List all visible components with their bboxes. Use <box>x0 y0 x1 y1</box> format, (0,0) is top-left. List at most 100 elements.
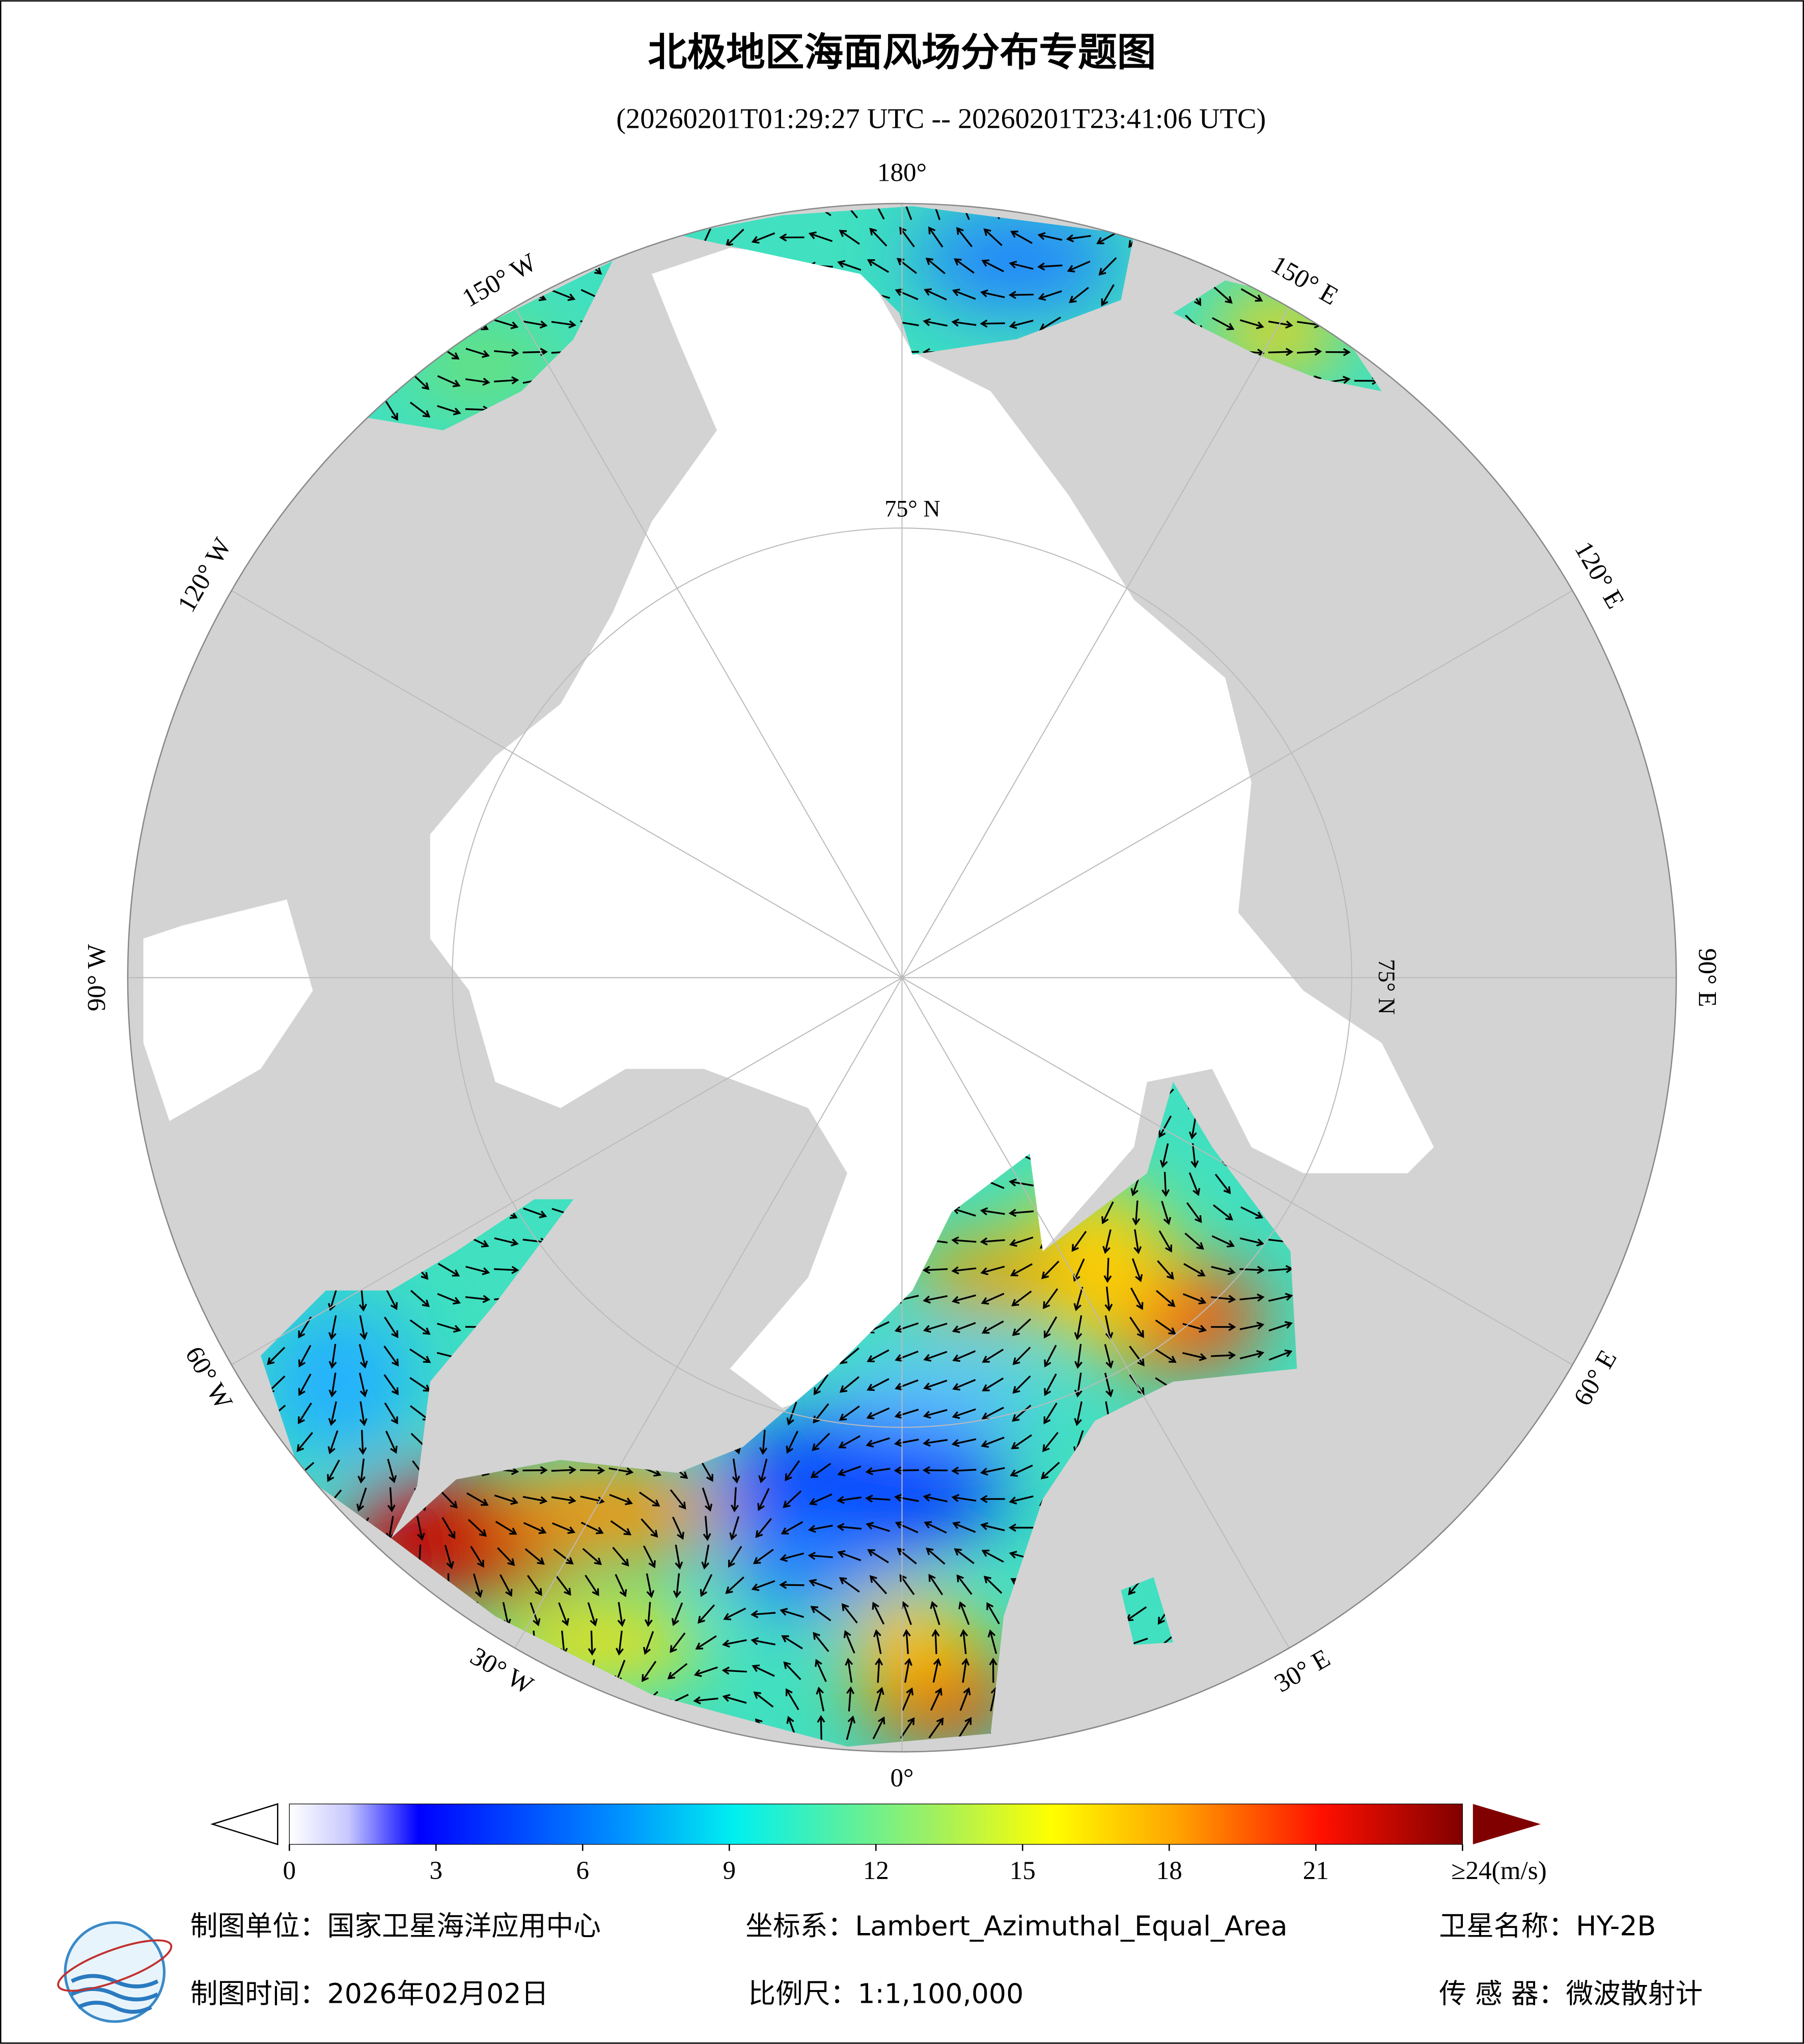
wind-arrow <box>1186 1202 1202 1223</box>
wind-arrow <box>757 1488 770 1511</box>
wind-arrow <box>1044 1374 1057 1396</box>
wind-arrow <box>872 206 885 220</box>
wind-arrow <box>384 1402 398 1424</box>
wind-arrow <box>585 1575 599 1597</box>
wind-arrow <box>693 1696 718 1704</box>
wind-arrow <box>1041 1261 1060 1279</box>
wind-arrow <box>465 377 490 386</box>
wind-arrow <box>808 1524 833 1533</box>
wind-arrow <box>523 1522 547 1534</box>
wind-arrow <box>951 1494 977 1502</box>
wind-arrow <box>1131 1258 1143 1282</box>
wind-arrow <box>1239 1350 1265 1360</box>
wind-arrow <box>981 1549 1004 1563</box>
graticule <box>127 203 1677 1752</box>
wind-arrow <box>872 1716 885 1740</box>
wind-arrow <box>1239 1237 1265 1247</box>
lat-label: 75° N <box>884 496 940 522</box>
wind-arrow <box>980 1266 1005 1276</box>
wind-arrow <box>1073 1286 1084 1311</box>
wind-arrow <box>731 1487 739 1513</box>
wind-arrow <box>384 1317 399 1338</box>
wind-arrow <box>952 288 976 300</box>
wind-arrow <box>693 1666 718 1677</box>
wind-arrow <box>494 1237 519 1247</box>
wind-arrow <box>951 1266 977 1275</box>
wind-arrow <box>437 405 461 415</box>
wind-arrow <box>923 1380 948 1390</box>
hudson-bay <box>143 899 313 1122</box>
wind-arrow <box>616 1630 624 1656</box>
meridian <box>231 590 903 978</box>
wind-arrow <box>837 1496 862 1504</box>
wind-arrow <box>437 1323 461 1333</box>
wind-arrow <box>1104 1344 1114 1369</box>
wind-arrow <box>1037 232 1063 241</box>
wind-arrow <box>1009 1495 1034 1505</box>
wind-arrow <box>783 1661 801 1681</box>
wind-arrow <box>846 1686 855 1712</box>
wind-arrow <box>904 1658 912 1683</box>
wind-arrow <box>670 1632 686 1654</box>
wind-arrow <box>551 1466 577 1474</box>
wind-arrow <box>1011 1434 1032 1449</box>
wind-arrow <box>1268 1349 1293 1361</box>
wind-arrow <box>1009 319 1034 329</box>
colorbar-tick-label: 18 <box>1156 1856 1182 1885</box>
wind-arrow <box>779 1581 804 1589</box>
wind-arrow <box>954 258 975 274</box>
colorbar-tick-label: 21 <box>1303 1856 1329 1885</box>
wind-arrow <box>924 288 947 301</box>
wind-arrow <box>930 1687 942 1711</box>
wind-arrow <box>1101 1201 1114 1224</box>
wind-arrow <box>1214 1173 1231 1194</box>
wind-arrow <box>1211 1351 1236 1360</box>
wind-arrow <box>1184 1233 1204 1250</box>
wind-arrow <box>643 1631 654 1655</box>
wind-arrow <box>1010 231 1033 244</box>
wind-arrow <box>1268 1293 1293 1302</box>
meridian <box>901 590 1573 978</box>
colorbar: 0 3 6 9 12 15 18 21 ≥24(m/s) <box>210 1803 1547 1885</box>
wind-arrow <box>551 1496 576 1504</box>
wind-arrow <box>296 1432 313 1452</box>
wind-arrow <box>473 1573 483 1598</box>
wind-arrow <box>866 1437 890 1448</box>
wind-arrow <box>989 1658 997 1683</box>
wind-arrow <box>959 1687 971 1711</box>
wind-arrow <box>494 1494 519 1505</box>
wind-arrow <box>924 1521 947 1534</box>
meridian <box>901 977 1290 1648</box>
wind-arrow <box>698 1604 715 1624</box>
wind-arrow <box>931 1629 940 1655</box>
wind-arrow <box>1012 1347 1031 1365</box>
wind-arrow <box>752 1664 775 1677</box>
wind-arrow <box>437 1293 461 1305</box>
colorbar-tick-label: ≥24(m/s) <box>1451 1856 1546 1885</box>
wind-arrow <box>409 1348 431 1363</box>
wind-arrow <box>1074 1343 1083 1369</box>
wind-arrow <box>923 1438 948 1447</box>
colorbar-under <box>210 1803 279 1845</box>
wind-arrow <box>1040 1462 1060 1479</box>
wind-arrow <box>1074 1401 1083 1426</box>
wind-arrow <box>522 1466 548 1474</box>
wind-arrow <box>783 1490 802 1508</box>
wind-arrow <box>816 1686 825 1712</box>
wind-arrow <box>437 375 461 387</box>
colorbar-tick-label: 12 <box>863 1856 889 1885</box>
wind-arrow <box>894 1322 919 1333</box>
wind-arrow <box>359 1315 368 1340</box>
wind-arrow <box>951 1438 977 1447</box>
wind-arrow <box>1069 287 1089 303</box>
wind-arrow <box>838 1435 861 1449</box>
wind-arrow <box>813 1632 829 1653</box>
wind-arrow <box>722 1694 747 1704</box>
wind-arrow <box>1011 1290 1032 1307</box>
title: 北极地区海面风场分布专题图 <box>648 30 1156 75</box>
wind-arrow <box>928 1717 944 1739</box>
wind-arrow <box>843 1630 855 1654</box>
wind-arrow <box>952 1521 976 1533</box>
wind-arrow <box>1044 1345 1057 1368</box>
